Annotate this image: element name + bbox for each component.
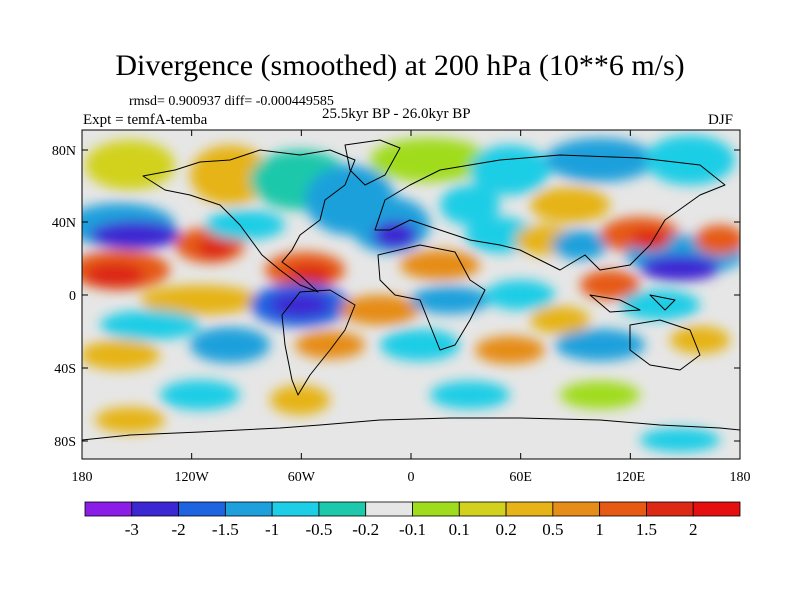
field-blob [695, 225, 740, 255]
colorbar-swatch [224, 501, 273, 517]
colorbar-swatch [131, 501, 179, 517]
colorbar-swatch [692, 501, 741, 517]
y-tick-label: 80S [54, 435, 76, 450]
field-blob [340, 295, 420, 325]
field-blob [552, 230, 608, 260]
field-blob [190, 145, 270, 205]
x-tick-label: 0 [408, 470, 415, 485]
field-blob [530, 306, 590, 334]
colorbar-swatch [178, 501, 226, 517]
field-blob [640, 255, 720, 281]
colorbar-swatch [458, 501, 507, 517]
colorbar-swatch [599, 501, 647, 517]
field-blob [410, 286, 490, 314]
field-blob [140, 285, 260, 315]
colorbar-label: 0.1 [449, 520, 470, 539]
y-tick-label: 0 [69, 289, 76, 304]
field-blob [85, 140, 175, 190]
colorbar-label: -3 [125, 520, 139, 539]
x-tick-label: 120E [616, 470, 646, 485]
x-tick-label: 180 [730, 470, 751, 485]
colorbar-label: 0.5 [542, 520, 563, 539]
divergence-field [82, 130, 740, 459]
field-blob [190, 327, 270, 363]
coastline-africa [377, 244, 486, 351]
field-blob [380, 329, 460, 361]
field-blob [295, 331, 365, 359]
coastline-indonesia [589, 294, 676, 313]
field-blob [197, 238, 233, 258]
colorbar-swatch [646, 501, 694, 517]
field-blob [485, 280, 555, 310]
colorbar-label: -1 [265, 520, 279, 539]
colorbar-label: -1.5 [212, 520, 239, 539]
field-blob [82, 340, 160, 370]
y-tick-label: 40N [52, 216, 76, 231]
rmsd-diff-stats: rmsd= 0.900937 diff= -0.000449585 [129, 94, 334, 109]
field-blob [580, 270, 640, 300]
field-blob [373, 221, 417, 249]
field-blob [440, 185, 500, 225]
field-blob [205, 210, 285, 240]
field-blob [560, 381, 640, 409]
x-tick-label: 180 [72, 470, 93, 485]
colorbar-swatch [271, 501, 320, 517]
field-blob [430, 381, 510, 409]
coastline-north-america [142, 149, 356, 293]
field-blob [400, 250, 480, 280]
field-blob [270, 385, 330, 415]
colorbar-label: -2 [171, 520, 185, 539]
field-blob [160, 380, 240, 410]
field-blob [555, 329, 645, 361]
colorbar-label: 1 [595, 520, 604, 539]
colorbar-swatch [412, 501, 460, 517]
field-blob [640, 428, 720, 452]
colorbar-label: -0.2 [352, 520, 379, 539]
coastlines [82, 139, 740, 441]
field-blob [288, 265, 332, 285]
field-blob [100, 310, 200, 340]
colorbar-swatch [552, 501, 601, 517]
colorbar-swatch [318, 501, 367, 517]
colorbar-swatch [84, 501, 133, 517]
colorbar-label: -0.1 [399, 520, 426, 539]
field-blob [545, 138, 655, 182]
map-axis-ticks: 180 120W 60W 0 60E 120E 180 80N 40N 0 40S 80S [52, 130, 751, 485]
coastline-eurasia [374, 154, 726, 271]
colorbar-swatch [365, 501, 413, 517]
colorbar-label: 1.5 [636, 520, 657, 539]
field-blob [670, 326, 730, 354]
field-blob [645, 135, 735, 185]
colorbar-label: 2 [689, 520, 698, 539]
x-tick-label: 60E [509, 470, 532, 485]
coastline-australia [629, 319, 701, 371]
field-blob [530, 187, 610, 223]
colorbar-swatch [505, 501, 554, 517]
field-blob [90, 221, 180, 249]
field-blob [630, 230, 670, 250]
time-period-label: 25.5kyr BP - 26.0kyr BP [322, 106, 471, 122]
y-tick-label: 40S [54, 362, 76, 377]
field-blob [475, 336, 545, 364]
x-tick-label: 120W [175, 470, 210, 485]
season-label: DJF [708, 112, 734, 128]
field-blob [270, 293, 330, 317]
colorbar-label: -0.5 [305, 520, 332, 539]
experiment-label: Expt = temfA-temba [83, 112, 208, 128]
x-tick-label: 60W [288, 470, 316, 485]
field-blob [95, 407, 165, 433]
field-blob [85, 263, 145, 287]
colorbar: -3 -2 -1.5 -1 -0.5 -0.2 -0.1 0.1 0.2 0.5 1 1.5 2 [84, 501, 741, 539]
coastline-greenland [344, 139, 401, 186]
y-tick-label: 80N [52, 144, 76, 159]
colorbar-label: 0.2 [495, 520, 516, 539]
coastline-south-america [281, 289, 356, 396]
coastline-antarctica [82, 417, 740, 441]
figure-title: Divergence (smoothed) at 200 hPa (10**6 … [115, 49, 685, 82]
